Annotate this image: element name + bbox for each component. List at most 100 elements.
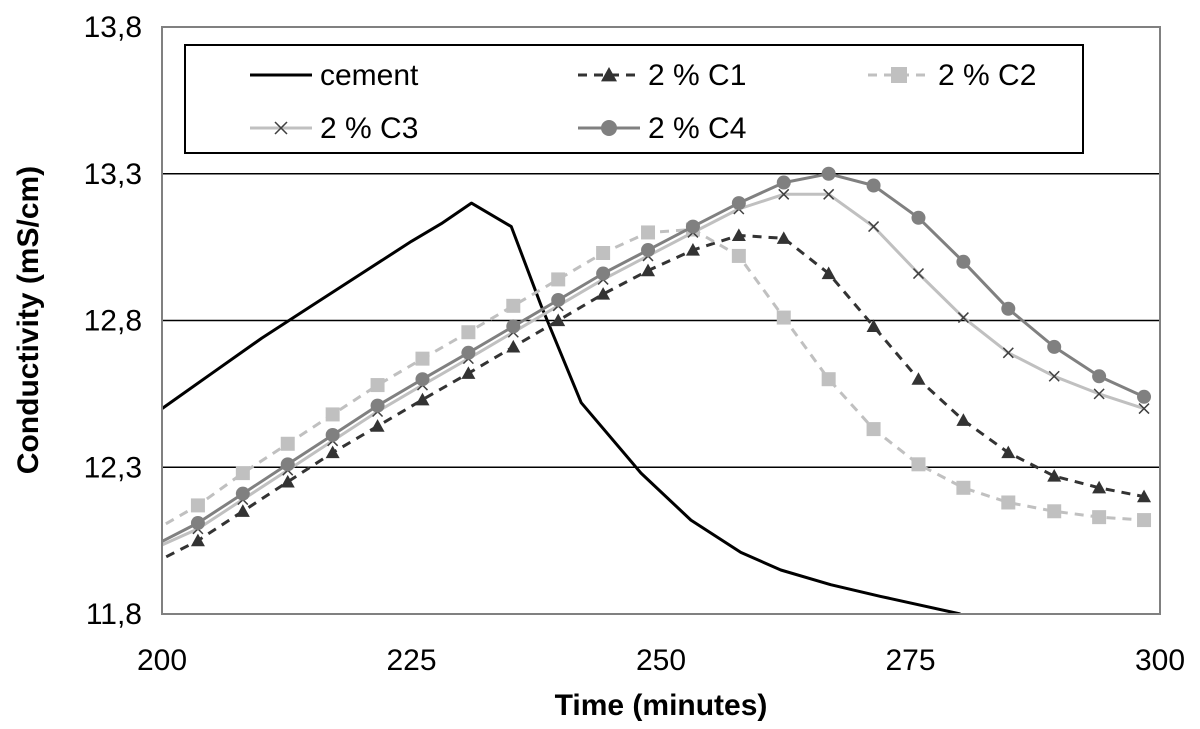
y-tick-label: 13,8	[84, 11, 142, 44]
data-point	[596, 245, 611, 260]
data-point	[912, 268, 925, 280]
series-1	[145, 228, 1152, 570]
grid	[162, 173, 1160, 468]
data-point	[866, 319, 881, 332]
y-tick-label: 12,8	[84, 305, 142, 338]
data-point	[235, 486, 250, 501]
x-tick-labels: 200 225 250 275 300	[137, 644, 1185, 677]
legend-label: 2 % C1	[648, 59, 746, 92]
data-point	[911, 210, 926, 225]
data-point	[190, 533, 205, 547]
legend-entry: cement	[250, 59, 419, 92]
data-point	[1092, 369, 1107, 384]
data-point	[370, 419, 385, 432]
legend-entry: 2 % C4	[578, 112, 746, 145]
data-point	[415, 392, 430, 406]
legend-box	[184, 44, 1084, 154]
data-point	[1048, 370, 1060, 382]
x-tick-label: 250	[636, 644, 686, 677]
data-point	[461, 366, 476, 379]
data-point	[1047, 339, 1062, 354]
legend-label: cement	[320, 59, 419, 92]
data-point	[866, 422, 881, 437]
data-point	[325, 427, 340, 442]
x-tick-label: 275	[885, 644, 935, 677]
data-point	[325, 407, 340, 422]
data-point	[506, 298, 521, 313]
data-point	[506, 339, 521, 353]
data-point	[776, 231, 791, 244]
data-point	[506, 319, 521, 334]
y-tick-labels: 11,8 12,3 12,8 13,3 13,8	[84, 11, 142, 631]
legend-label: 2 % C2	[938, 59, 1036, 92]
data-point	[685, 219, 700, 234]
y-tick-label: 13,3	[84, 158, 142, 191]
data-point	[551, 272, 566, 287]
data-point	[274, 121, 288, 135]
data-point	[145, 539, 159, 553]
legend-label: 2 % C3	[320, 112, 418, 145]
series-2	[145, 222, 1152, 539]
legend-entry: 2 % C3	[250, 112, 418, 145]
data-point	[891, 67, 907, 83]
data-point	[1137, 489, 1152, 503]
data-point	[596, 266, 611, 281]
data-point	[821, 166, 836, 181]
data-point	[551, 313, 566, 327]
data-point	[280, 436, 295, 451]
data-point	[956, 254, 971, 269]
y-tick-label: 12,3	[84, 451, 142, 484]
data-point	[370, 378, 385, 393]
data-point	[778, 188, 790, 200]
data-point	[551, 292, 566, 307]
data-point	[821, 372, 836, 387]
data-point	[731, 248, 746, 263]
x-tick-label: 300	[1135, 644, 1185, 677]
data-point	[641, 243, 656, 258]
data-point	[821, 266, 836, 280]
legend-label: 2 % C4	[648, 112, 746, 145]
data-point	[823, 188, 835, 200]
series-4	[145, 166, 1152, 553]
data-point	[280, 474, 295, 488]
data-point	[1047, 504, 1062, 519]
series-line	[162, 233, 1145, 561]
data-point	[911, 457, 926, 472]
data-point	[1138, 403, 1150, 415]
data-point	[461, 345, 476, 360]
data-point	[190, 516, 205, 531]
legend-entry: 2 % C2	[868, 59, 1036, 92]
y-tick-label: 11,8	[86, 598, 142, 631]
data-point	[601, 120, 617, 136]
data-point	[957, 312, 969, 324]
x-axis-title: Time (minutes)	[555, 689, 768, 722]
data-point	[145, 525, 159, 539]
data-point	[461, 325, 476, 340]
data-point	[731, 196, 746, 211]
series-layer	[145, 166, 1152, 614]
data-point	[1001, 495, 1016, 510]
data-point	[1092, 510, 1107, 525]
data-point	[641, 263, 656, 277]
y-axis-title: Conductivity (mS/cm)	[12, 166, 45, 474]
data-point	[956, 413, 971, 426]
data-point	[280, 457, 295, 472]
data-point	[325, 445, 340, 459]
data-point	[956, 480, 971, 495]
data-point	[685, 243, 700, 256]
data-point	[776, 175, 791, 190]
data-point	[1001, 301, 1016, 316]
data-point	[145, 557, 159, 570]
x-tick-label: 225	[386, 644, 436, 677]
data-point	[641, 225, 656, 240]
data-point	[370, 398, 385, 413]
data-point	[1137, 389, 1152, 404]
data-point	[235, 466, 250, 481]
data-point	[147, 544, 157, 554]
data-point	[1093, 388, 1105, 400]
data-point	[596, 287, 611, 300]
data-point	[911, 372, 926, 385]
data-point	[731, 228, 746, 241]
data-point	[415, 351, 430, 366]
